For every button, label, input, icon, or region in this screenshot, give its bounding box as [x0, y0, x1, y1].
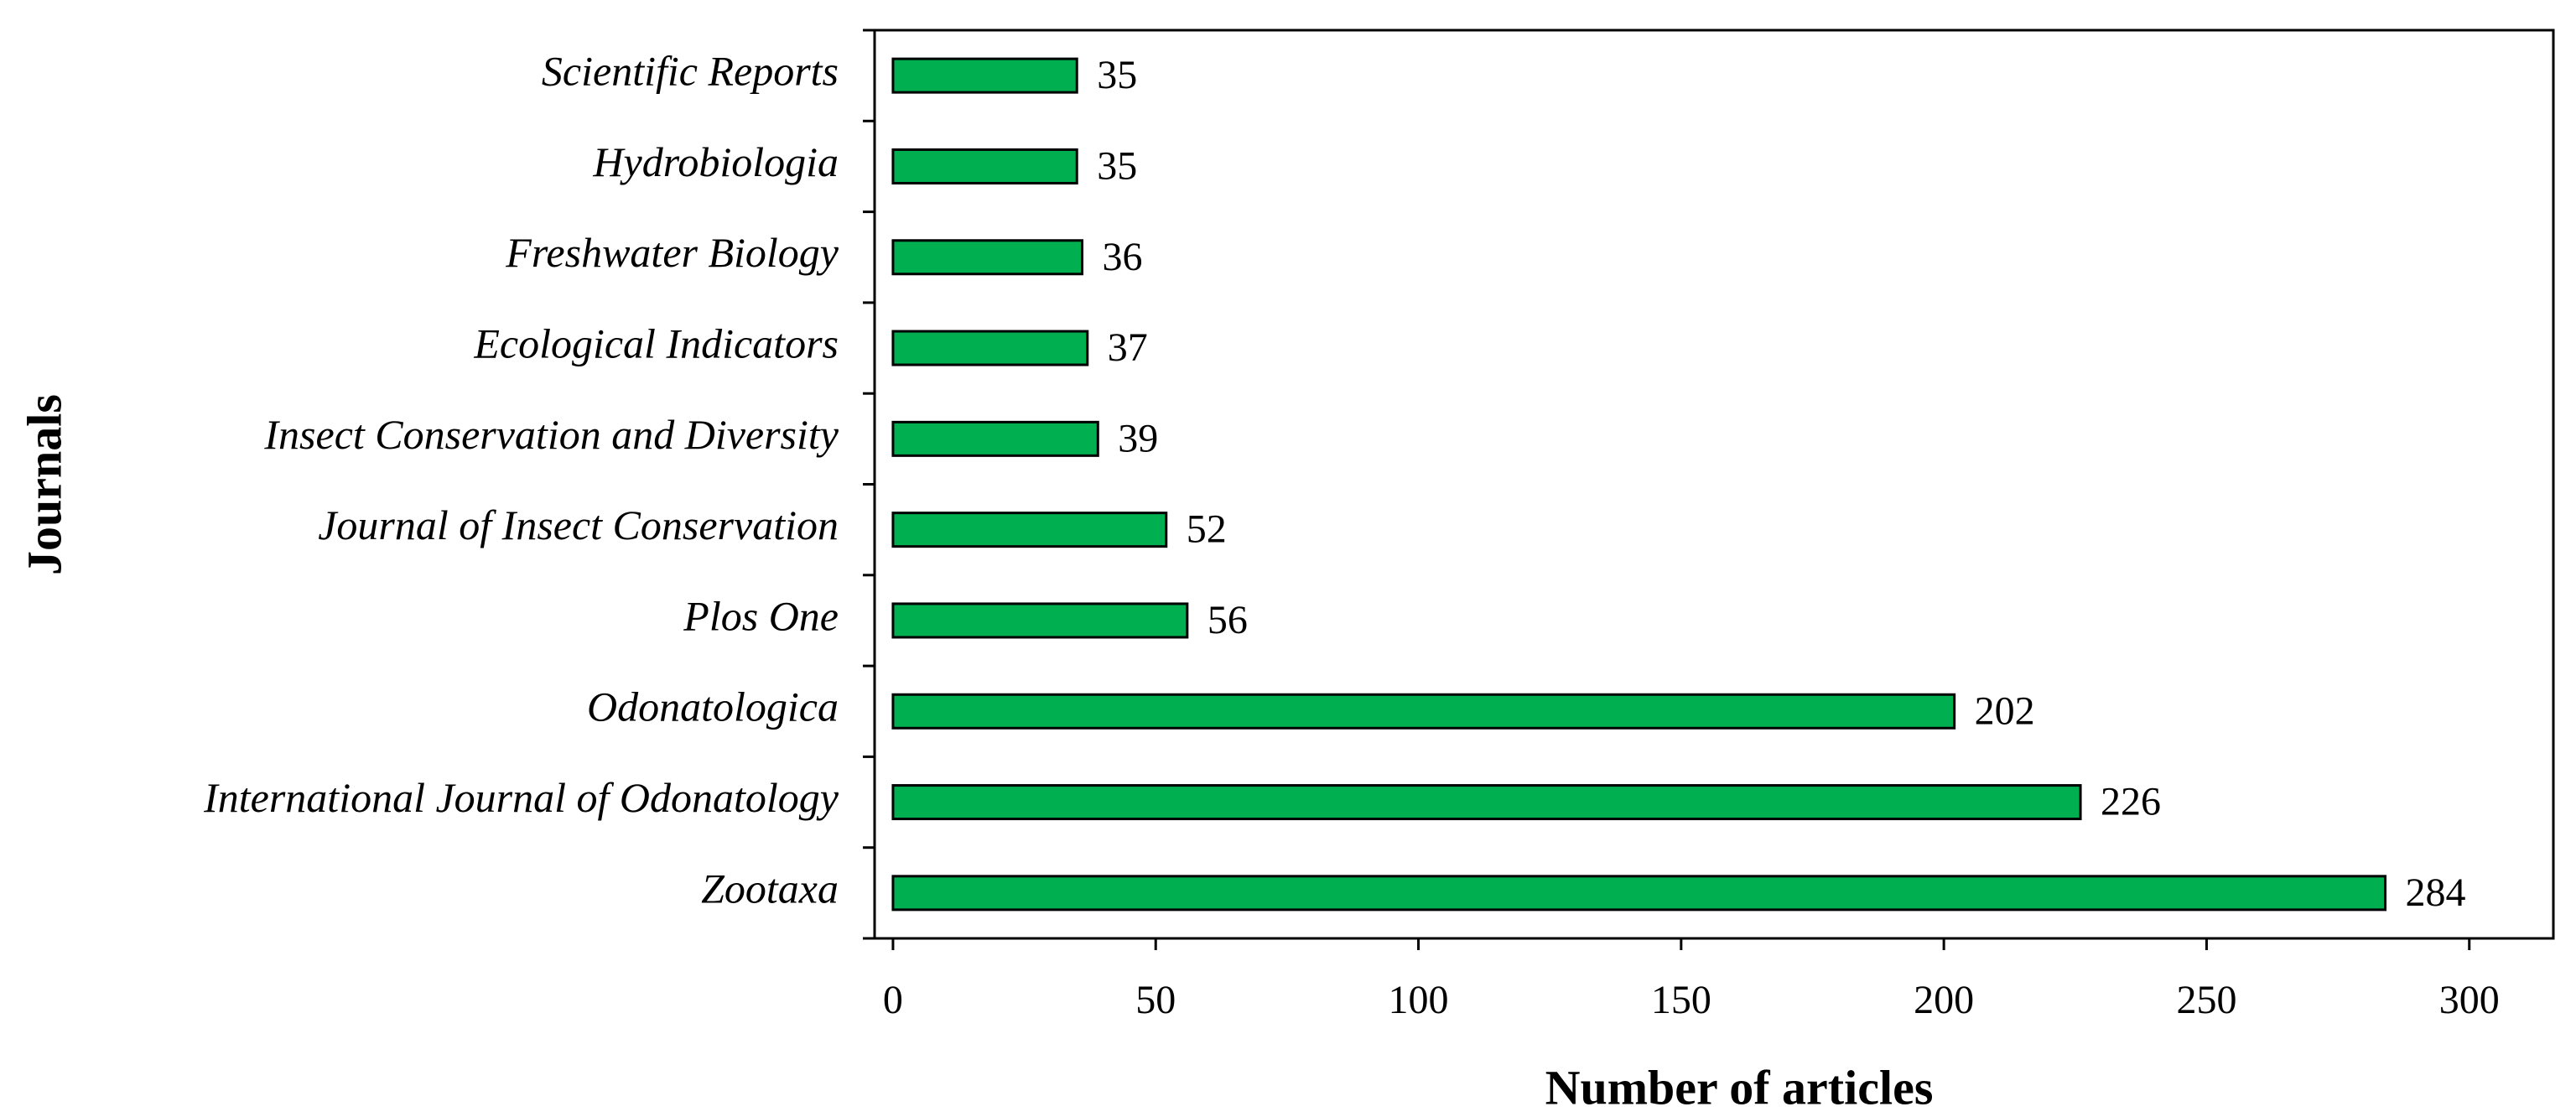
bar	[891, 420, 1099, 457]
y-tick-label: International Journal of Odonatology	[203, 774, 839, 821]
y-axis-title: Journals	[17, 394, 71, 575]
bar	[891, 148, 1078, 184]
y-tick-label: Odonatologica	[587, 683, 839, 730]
value-label: 56	[1208, 598, 1248, 642]
x-tick-label: 50	[1135, 978, 1176, 1022]
bar	[891, 784, 2082, 821]
x-tick-label: 250	[2176, 978, 2236, 1022]
value-label: 52	[1187, 507, 1227, 552]
bar	[891, 330, 1089, 366]
y-tick-label: Hydrobiologia	[592, 138, 839, 185]
y-tick-label: Journal of Insect Conservation	[318, 501, 839, 548]
x-tick-label: 100	[1389, 978, 1449, 1022]
bar	[891, 512, 1168, 548]
value-label: 36	[1103, 235, 1143, 279]
bar	[891, 693, 1956, 730]
y-tick-label: Ecological Indicators	[473, 320, 839, 367]
value-label: 37	[1108, 325, 1148, 370]
x-tick-label: 200	[1914, 978, 1974, 1022]
value-label: 35	[1097, 53, 1137, 97]
bar	[891, 875, 2386, 912]
bar	[891, 57, 1078, 94]
y-tick-label: Scientific Reports	[542, 48, 839, 95]
bar	[891, 602, 1189, 639]
value-label: 39	[1118, 416, 1158, 460]
y-tick-label: Plos One	[683, 592, 839, 639]
x-tick-label: 150	[1651, 978, 1711, 1022]
y-tick-label: Insect Conservation and Diversity	[263, 411, 839, 458]
y-tick-label: Freshwater Biology	[505, 229, 839, 276]
value-label: 226	[2101, 780, 2161, 824]
value-label: 202	[1975, 688, 2035, 733]
x-tick-label: 300	[2439, 978, 2500, 1022]
value-label: 284	[2405, 870, 2465, 915]
y-tick-label: Zootaxa	[701, 865, 839, 912]
bar	[891, 239, 1084, 276]
x-axis-title: Number of articles	[1545, 1060, 1934, 1114]
x-tick-label: 0	[883, 978, 903, 1022]
value-label: 35	[1097, 143, 1137, 188]
